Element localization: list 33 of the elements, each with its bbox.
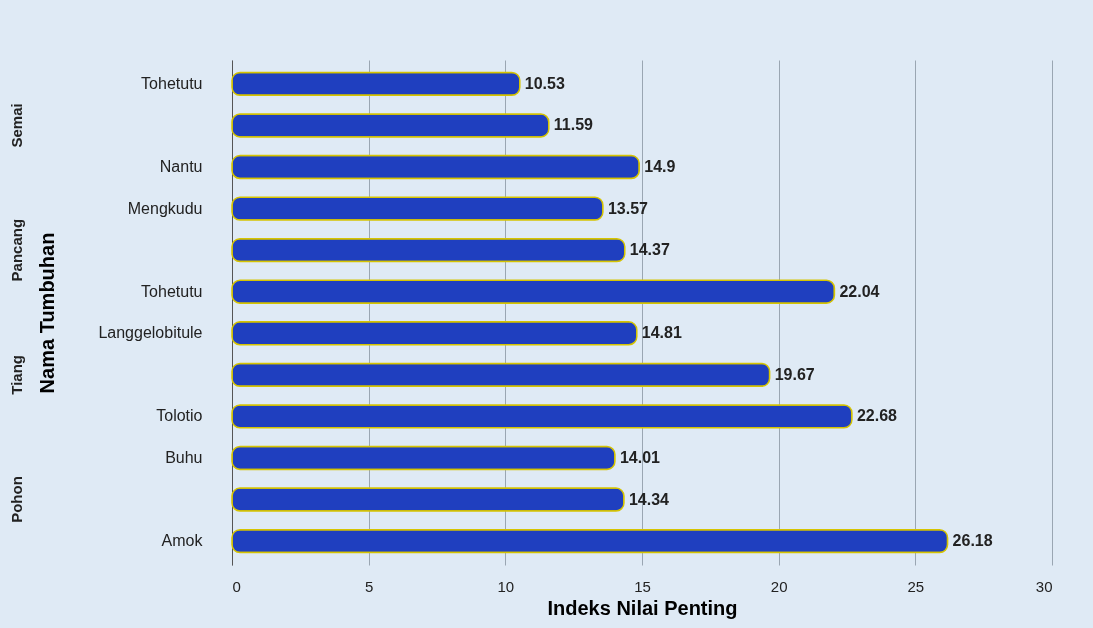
x-tick-label: 25 <box>907 577 925 595</box>
x-axis-title: Indeks Nilai Penting <box>547 596 738 619</box>
x-tick-label: 20 <box>770 577 788 595</box>
y-tick-label: Mengkudu <box>127 199 203 217</box>
data-label: 22.68 <box>856 407 898 425</box>
data-label: 19.67 <box>774 365 815 383</box>
y-axis-title: Nama Tumbuhan <box>36 232 59 394</box>
y-tick-label: Langgelobitule <box>98 324 203 342</box>
x-tick-label: 10 <box>497 577 515 595</box>
y-tick-label: Nantu <box>159 158 203 176</box>
data-label: 14.37 <box>629 241 670 259</box>
text: Tiang <box>8 354 25 395</box>
data-label: 22.04 <box>839 282 880 300</box>
y-tick-label: Tohetutu <box>141 74 203 92</box>
data-label: 14.01 <box>619 448 661 466</box>
data-label: 14.81 <box>641 324 682 342</box>
x-tick-label: 30 <box>1035 577 1053 595</box>
data-label: 13.57 <box>607 199 649 217</box>
text: Semai <box>8 103 25 148</box>
text: Pancang <box>8 218 25 282</box>
x-tick-label: 15 <box>634 577 651 595</box>
text: Pohon <box>8 476 25 523</box>
x-tick-label: 5 <box>364 577 374 595</box>
y-tick-label: Tolotio <box>156 407 203 425</box>
x-tick-label: 0 <box>232 577 241 595</box>
data-label: 26.18 <box>952 532 993 550</box>
data-label: 11.59 <box>553 116 594 134</box>
data-label: 14.9 <box>644 158 676 176</box>
y-tick-label: Amok <box>161 532 204 550</box>
data-label: 14.34 <box>628 490 670 508</box>
y-tick-label: Buhu <box>165 448 203 466</box>
data-label: 10.53 <box>524 74 565 92</box>
y-tick-label: Tohetutu <box>141 282 203 300</box>
